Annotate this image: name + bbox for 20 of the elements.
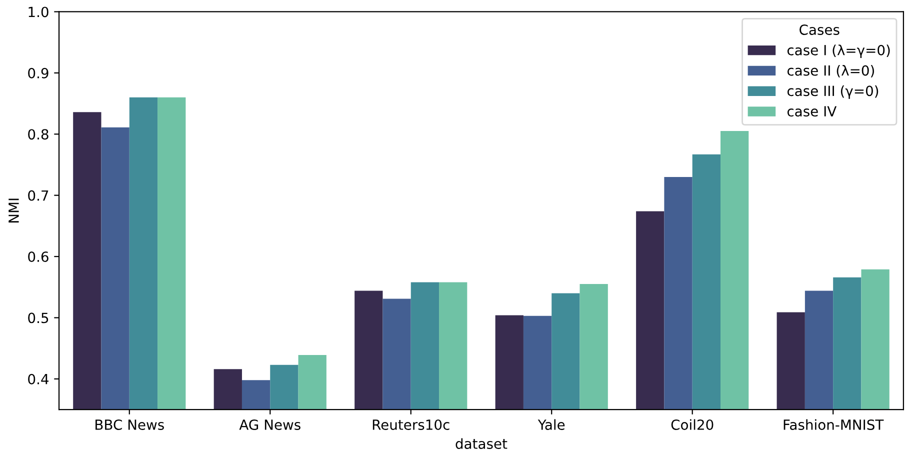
y-tick-label: 0.5 xyxy=(28,312,48,324)
y-tick-label: 0.7 xyxy=(28,190,48,201)
legend-label: case IV xyxy=(787,106,837,117)
x-axis-title: dataset xyxy=(456,438,508,449)
legend-label: case I (λ=γ=0) xyxy=(787,44,890,58)
y-tick-label: 1.0 xyxy=(28,6,48,18)
y-tick-label: 0.9 xyxy=(28,68,48,78)
legend-label: case III (γ=0) xyxy=(787,85,878,99)
x-tick-label: Coil20 xyxy=(671,419,714,430)
x-tick-label: Fashion-MNIST xyxy=(784,419,884,430)
x-tick-label: Reuters10c xyxy=(372,419,450,430)
y-tick-label: 0.8 xyxy=(28,129,48,140)
y-tick-label: 0.6 xyxy=(28,251,48,262)
legend-title: Cases xyxy=(800,24,840,35)
legend-label: case II (λ=0) xyxy=(787,65,874,78)
y-tick-label: 0.4 xyxy=(28,374,49,384)
y-axis-title: NMI xyxy=(8,198,19,222)
x-tick-label: Yale xyxy=(538,419,565,430)
x-tick-label: BBC News xyxy=(96,419,164,430)
x-tick-label: AG News xyxy=(239,419,300,430)
